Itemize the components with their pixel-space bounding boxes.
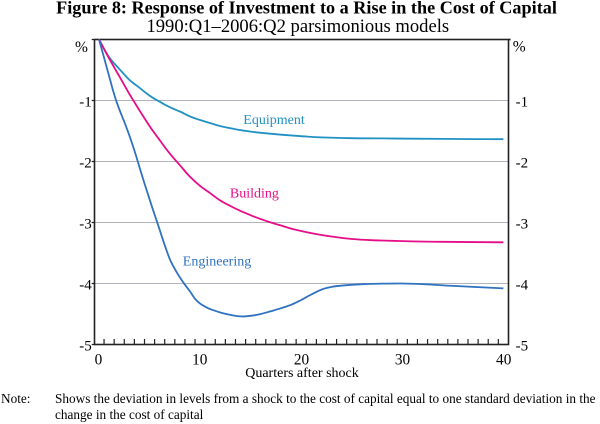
svg-text:-1: -1 [79,95,92,111]
svg-text:-3: -3 [79,217,92,233]
svg-text:Note:: Note: [1,391,30,406]
svg-text:%: % [75,39,88,56]
svg-text:-4: -4 [516,278,529,294]
svg-text:40: 40 [496,351,512,368]
svg-text:-5: -5 [79,339,92,355]
svg-text:-2: -2 [79,156,92,172]
svg-text:20: 20 [294,351,310,368]
svg-text:-1: -1 [516,95,529,111]
svg-text:-2: -2 [516,156,529,172]
svg-text:Building: Building [230,186,279,201]
svg-text:change in the cost of capital: change in the cost of capital [55,407,204,422]
svg-text:0: 0 [95,351,103,368]
svg-text:1990:Q1–2006:Q2 parsimonious m: 1990:Q1–2006:Q2 parsimonious models [146,16,449,37]
svg-text:10: 10 [192,351,208,368]
svg-text:%: % [513,39,526,56]
svg-text:-3: -3 [516,217,529,233]
svg-text:-5: -5 [516,339,529,355]
svg-text:Shows the deviation in levels: Shows the deviation in levels from a sho… [55,391,596,406]
svg-text:Engineering: Engineering [183,255,251,270]
svg-text:30: 30 [395,351,411,368]
svg-text:Figure 8: Response of Investme: Figure 8: Response of Investment to a Ri… [56,0,557,18]
svg-text:-4: -4 [79,278,92,294]
svg-text:Equipment: Equipment [243,113,305,128]
svg-text:Quarters after shock: Quarters after shock [245,366,359,381]
